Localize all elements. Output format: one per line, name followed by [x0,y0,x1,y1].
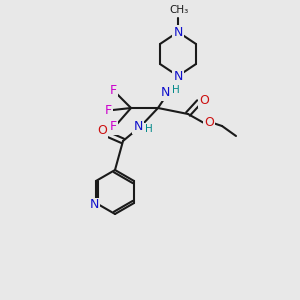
Text: F: F [104,103,112,116]
Text: N: N [160,86,170,100]
Text: N: N [173,70,183,83]
Text: F: F [110,85,117,98]
Text: F: F [110,121,117,134]
Text: N: N [133,119,143,133]
Text: H: H [145,124,153,134]
Text: CH₃: CH₃ [169,5,189,15]
Text: O: O [204,116,214,130]
Text: N: N [89,199,99,212]
Text: O: O [199,94,209,106]
Text: N: N [173,26,183,38]
Text: O: O [97,124,107,137]
Text: H: H [172,85,180,95]
